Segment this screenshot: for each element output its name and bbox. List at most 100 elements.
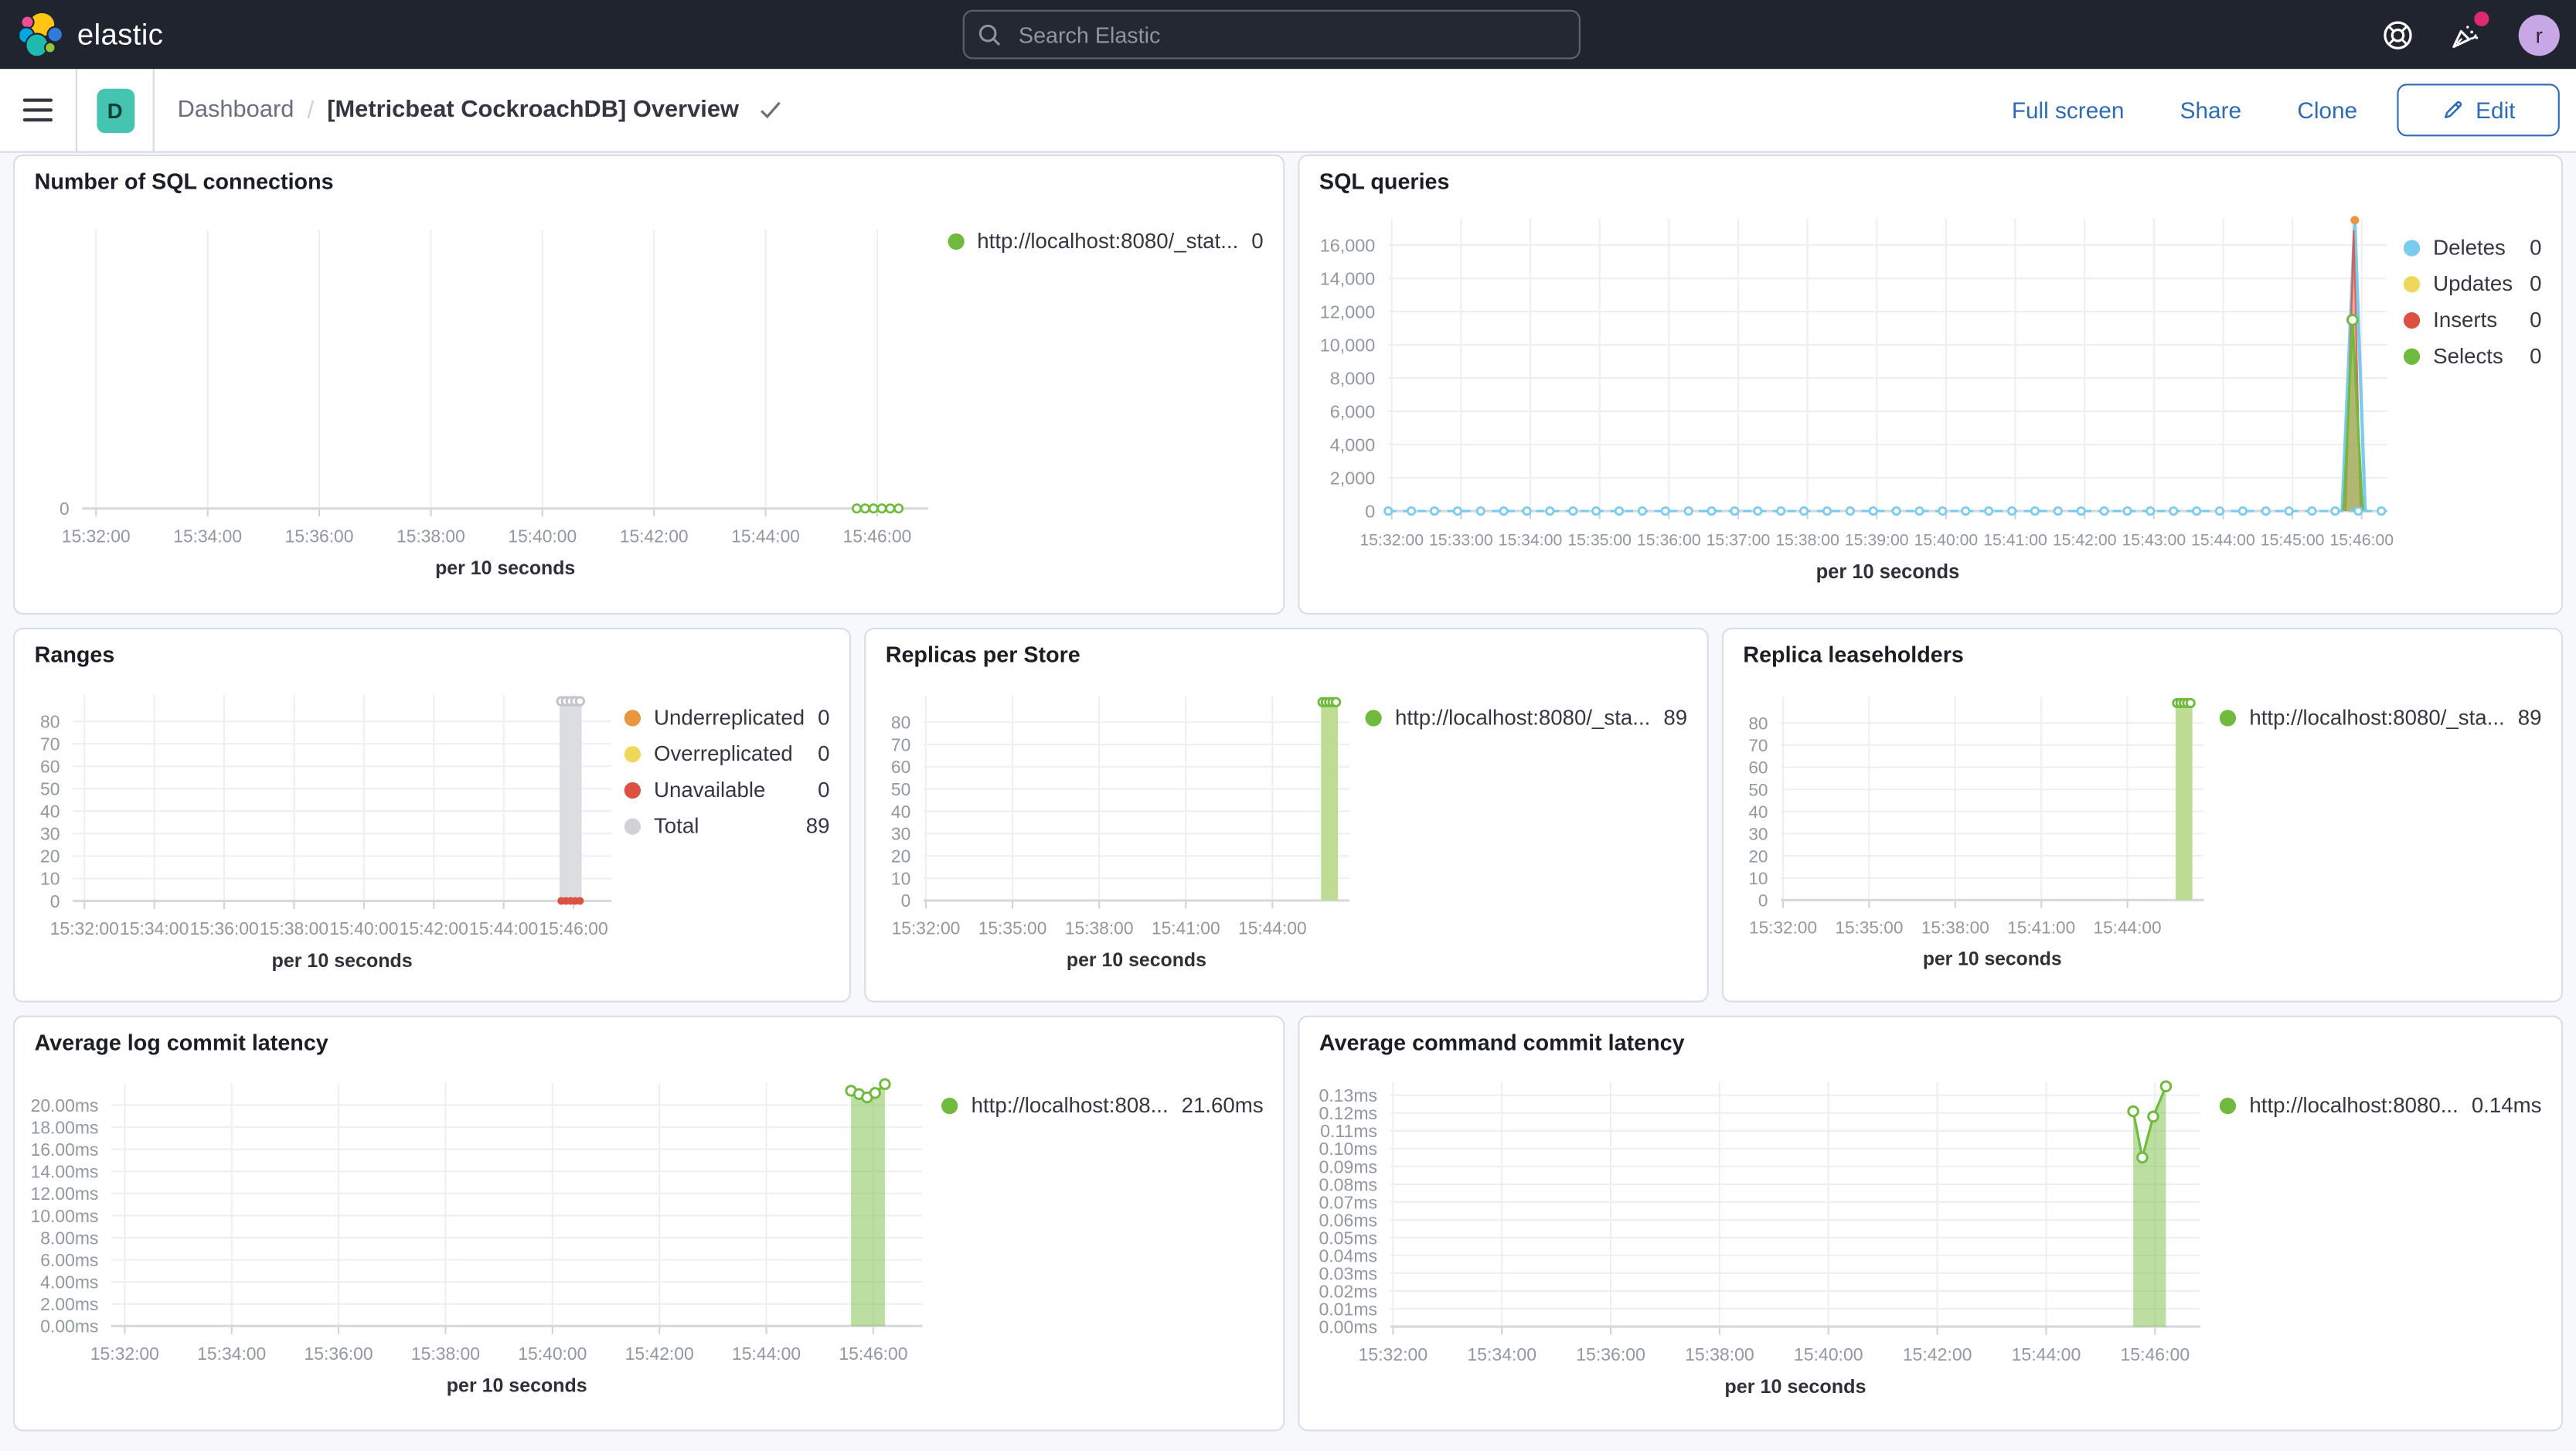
news-feed-button[interactable] bbox=[2449, 11, 2489, 51]
svg-text:20: 20 bbox=[40, 846, 60, 867]
legend-item[interactable]: Underreplicated 0 bbox=[624, 704, 830, 730]
legend-series-dot bbox=[2403, 311, 2421, 329]
svg-text:15:38:00: 15:38:00 bbox=[1685, 1344, 1754, 1364]
svg-text:0.03ms: 0.03ms bbox=[1319, 1263, 1377, 1283]
legend-series-label: http://localhost:8080/_sta... bbox=[1395, 704, 1651, 730]
divider bbox=[75, 69, 77, 152]
help-button[interactable] bbox=[2382, 19, 2413, 49]
sql-queries-chart[interactable]: 15:32:00 15:33:00 15:34:00 15:35:00 15:36:00… bbox=[1299, 199, 2403, 613]
legend-item[interactable]: http://localhost:8080... 0.14ms bbox=[2220, 1092, 2541, 1118]
svg-text:15:44:00: 15:44:00 bbox=[469, 918, 538, 938]
sql-connections-chart[interactable]: 15:32:00 15:34:00 15:36:00 15:38:00 15:40:00… bbox=[15, 199, 948, 613]
legend-item[interactable]: http://localhost:808... 21.60ms bbox=[941, 1092, 1264, 1118]
svg-text:0: 0 bbox=[901, 891, 911, 911]
svg-text:12.00ms: 12.00ms bbox=[31, 1184, 99, 1204]
svg-text:6,000: 6,000 bbox=[1330, 402, 1376, 422]
svg-text:15:42:00: 15:42:00 bbox=[1903, 1344, 1972, 1364]
svg-text:2.00ms: 2.00ms bbox=[40, 1294, 98, 1314]
svg-text:15:36:00: 15:36:00 bbox=[1576, 1344, 1645, 1364]
legend-item[interactable]: Updates 0 bbox=[2403, 271, 2541, 296]
svg-text:15:41:00: 15:41:00 bbox=[2007, 918, 2075, 938]
search-input[interactable] bbox=[1015, 20, 1566, 49]
svg-text:10: 10 bbox=[1748, 869, 1768, 888]
clone-button[interactable]: Clone bbox=[2281, 87, 2374, 134]
svg-text:15:46:00: 15:46:00 bbox=[839, 1344, 907, 1364]
svg-text:20: 20 bbox=[1748, 846, 1768, 866]
global-search[interactable] bbox=[962, 9, 1581, 60]
dashboard-toolbar: D Dashboard / [Metricbeat CockroachDB] O… bbox=[0, 69, 2576, 153]
breadcrumb-dashboard-link[interactable]: Dashboard bbox=[177, 97, 294, 124]
breadcrumb-separator: / bbox=[307, 96, 315, 124]
user-avatar[interactable]: r bbox=[2518, 14, 2560, 56]
svg-text:15:32:00: 15:32:00 bbox=[1358, 1344, 1428, 1364]
svg-text:0.11ms: 0.11ms bbox=[1320, 1121, 1377, 1141]
replicas-per-store-chart[interactable]: 15:32:00 15:35:00 15:38:00 15:41:00 15:44:00… bbox=[866, 672, 1366, 1000]
legend-series-label: Updates bbox=[2433, 271, 2513, 296]
svg-text:0: 0 bbox=[60, 499, 70, 519]
svg-text:15:35:00: 15:35:00 bbox=[1567, 531, 1632, 550]
svg-text:15:32:00: 15:32:00 bbox=[62, 526, 131, 546]
svg-text:50: 50 bbox=[891, 779, 910, 799]
full-screen-button[interactable]: Full screen bbox=[1996, 87, 2141, 134]
legend-series-dot bbox=[2220, 1096, 2237, 1114]
svg-text:12,000: 12,000 bbox=[1320, 302, 1376, 322]
svg-text:10,000: 10,000 bbox=[1320, 336, 1376, 356]
svg-text:16,000: 16,000 bbox=[1320, 236, 1376, 256]
share-button[interactable]: Share bbox=[2163, 87, 2258, 134]
svg-text:per 10 seconds: per 10 seconds bbox=[1724, 1376, 1866, 1398]
svg-text:15:32:00: 15:32:00 bbox=[1359, 531, 1424, 550]
svg-text:15:44:00: 15:44:00 bbox=[2012, 1344, 2081, 1364]
edit-button[interactable]: Edit bbox=[2397, 83, 2560, 137]
svg-text:15:46:00: 15:46:00 bbox=[2120, 1344, 2190, 1364]
legend-series-value: 0 bbox=[818, 704, 830, 730]
ranges-chart[interactable]: 15:32:00 15:34:00 15:36:00 15:38:00 15:40:00… bbox=[15, 672, 624, 1000]
avg-log-commit-latency-chart[interactable]: 15:32:00 15:34:00 15:36:00 15:38:00 15:40:00… bbox=[15, 1060, 941, 1429]
svg-text:15:36:00: 15:36:00 bbox=[305, 1344, 373, 1364]
legend-item[interactable]: Unavailable 0 bbox=[624, 777, 829, 802]
svg-text:15:40:00: 15:40:00 bbox=[518, 1344, 587, 1364]
breadcrumb: Dashboard / [Metricbeat CockroachDB] Ove… bbox=[178, 96, 782, 124]
legend-series-label: http://localhost:8080/_sta... bbox=[2249, 704, 2505, 730]
legend-item[interactable]: Deletes 0 bbox=[2403, 235, 2541, 260]
global-header: elastic bbox=[0, 0, 2576, 70]
legend-series-value: 21.60ms bbox=[1181, 1092, 1264, 1118]
avg-command-commit-latency-chart[interactable]: 15:32:00 15:34:00 15:36:00 15:38:00 15:40:00… bbox=[1299, 1060, 2220, 1429]
legend-item[interactable]: http://localhost:8080/_stat... 0 bbox=[948, 228, 1264, 253]
main-menu-button[interactable] bbox=[0, 69, 76, 151]
legend-series-value: 89 bbox=[1663, 704, 1688, 730]
svg-text:0.09ms: 0.09ms bbox=[1319, 1156, 1377, 1177]
legend-item[interactable]: Overreplicated 0 bbox=[624, 741, 829, 766]
replica-leaseholders-chart[interactable]: 15:32:00 15:35:00 15:38:00 15:41:00 15:44:00… bbox=[1724, 672, 2220, 1000]
svg-text:15:44:00: 15:44:00 bbox=[1238, 918, 1307, 938]
svg-text:70: 70 bbox=[1748, 736, 1768, 755]
legend-item[interactable]: Selects 0 bbox=[2403, 343, 2541, 369]
legend-series-dot bbox=[948, 232, 965, 250]
svg-text:0.10ms: 0.10ms bbox=[1319, 1139, 1377, 1159]
svg-text:15:46:00: 15:46:00 bbox=[539, 918, 607, 938]
svg-text:15:33:00: 15:33:00 bbox=[1429, 531, 1493, 550]
svg-text:20: 20 bbox=[891, 846, 910, 866]
header-actions: r bbox=[2382, 0, 2560, 69]
svg-text:15:36:00: 15:36:00 bbox=[189, 918, 258, 938]
svg-text:70: 70 bbox=[40, 734, 60, 754]
svg-text:15:38:00: 15:38:00 bbox=[1065, 918, 1134, 938]
elastic-brand[interactable]: elastic bbox=[19, 11, 164, 58]
page-title: [Metricbeat CockroachDB] Overview bbox=[327, 97, 739, 124]
chart-legend: http://localhost:8080/_sta... 89 bbox=[2220, 672, 2561, 1000]
legend-item[interactable]: http://localhost:8080/_sta... 89 bbox=[2220, 705, 2541, 730]
svg-text:0.05ms: 0.05ms bbox=[1319, 1228, 1377, 1248]
saved-check-icon[interactable] bbox=[758, 100, 781, 121]
svg-text:0: 0 bbox=[1365, 502, 1375, 522]
legend-item[interactable]: Inserts 0 bbox=[2403, 308, 2541, 332]
legend-item[interactable]: http://localhost:8080/_sta... 89 bbox=[1365, 704, 1688, 730]
space-badge: D bbox=[96, 87, 134, 133]
legend-series-label: Selects bbox=[2433, 343, 2503, 369]
svg-text:15:44:00: 15:44:00 bbox=[731, 526, 800, 546]
chart-legend: http://localhost:8080/_stat... 0 bbox=[948, 199, 1283, 613]
space-switcher-button[interactable]: D bbox=[77, 69, 153, 151]
svg-text:15:43:00: 15:43:00 bbox=[2122, 531, 2186, 550]
legend-item[interactable]: Total 89 bbox=[624, 813, 829, 838]
svg-text:per 10 seconds: per 10 seconds bbox=[447, 1375, 587, 1397]
legend-series-label: http://localhost:8080... bbox=[2249, 1092, 2459, 1118]
panel-number-of-sql-connections: Number of SQL connections 15:32:00 15:34:… bbox=[13, 154, 1285, 615]
